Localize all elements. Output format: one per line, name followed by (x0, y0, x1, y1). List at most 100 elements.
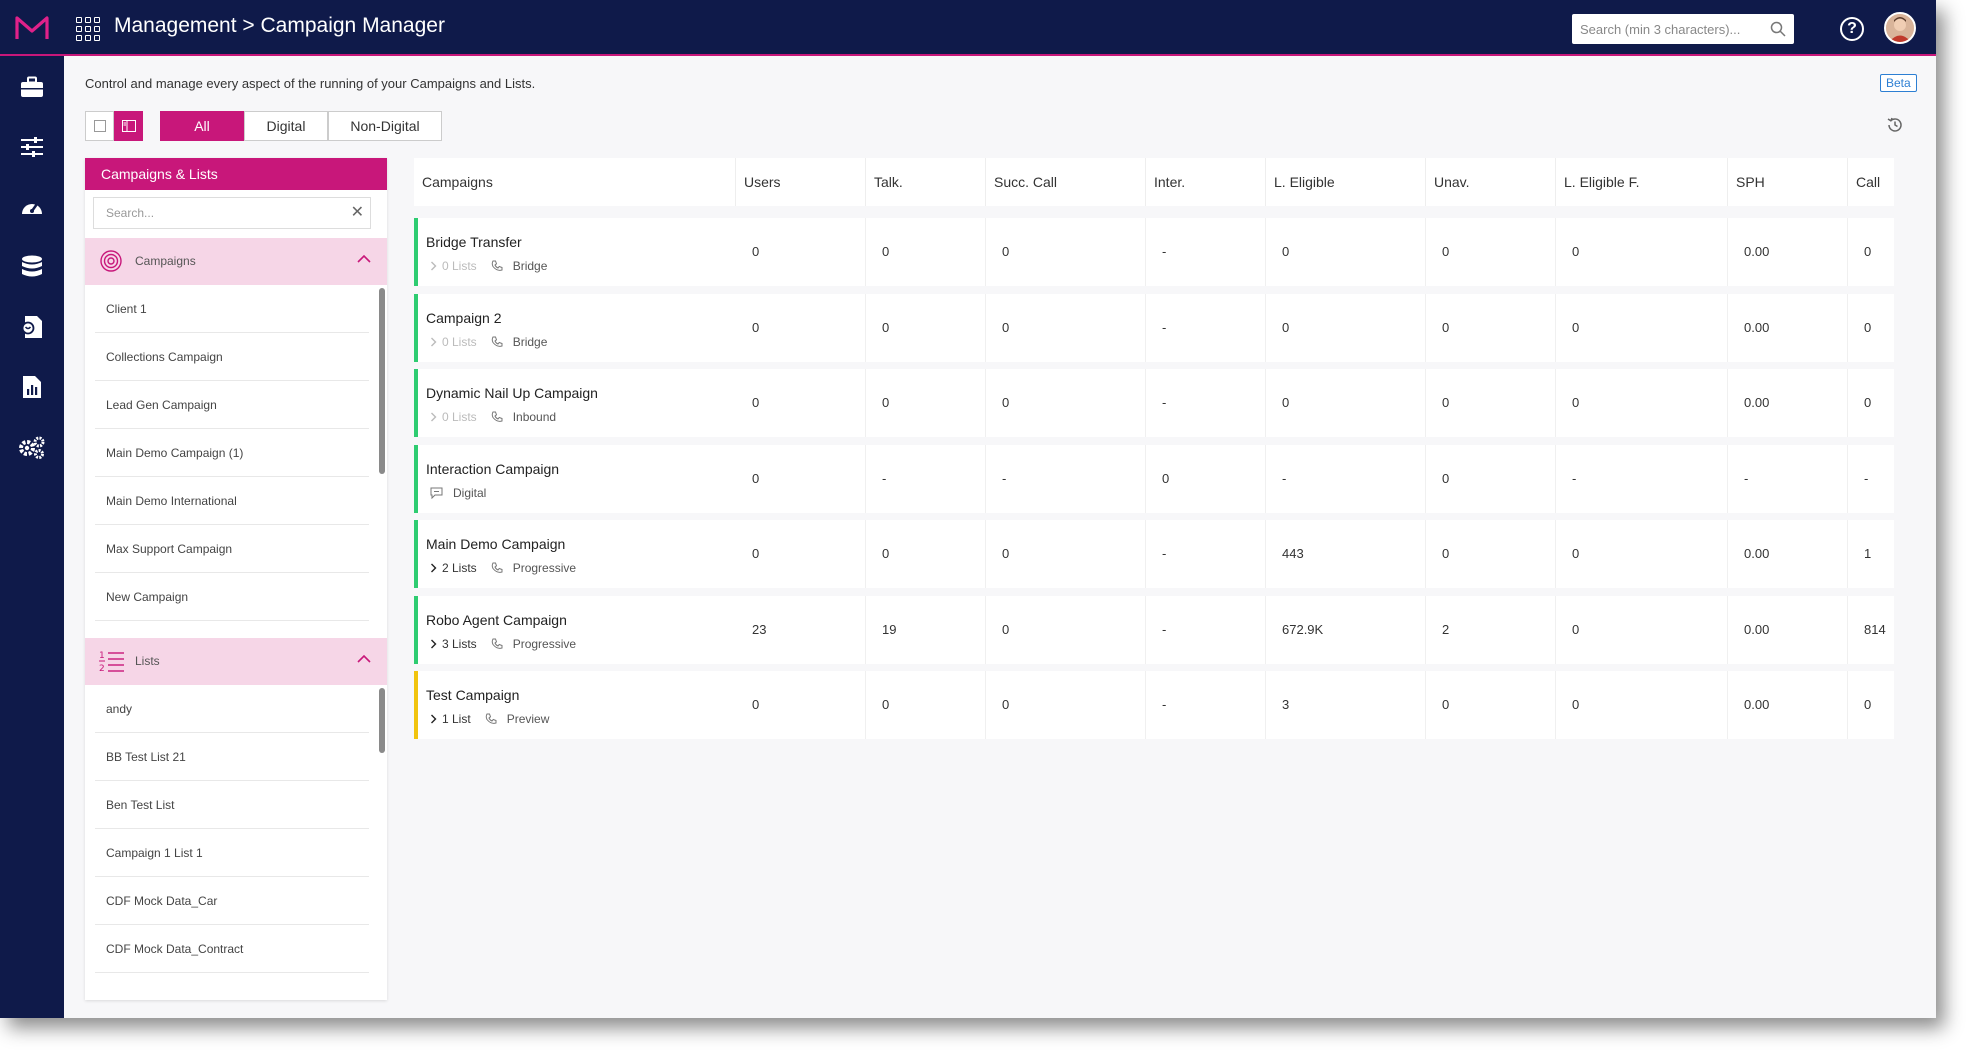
table-cell: - (1146, 218, 1266, 286)
contact-document-icon[interactable] (18, 313, 46, 341)
table-row[interactable]: Test Campaign 1 List Preview 0 0 0-3 0 0 0.00 0 (414, 671, 1894, 739)
expand-lists-toggle[interactable]: 0 Lists (430, 410, 477, 424)
table-cell: - (1146, 293, 1266, 362)
lists-scrollbar[interactable] (379, 688, 385, 753)
beta-badge: Beta (1880, 74, 1917, 92)
table-row[interactable]: Robo Agent Campaign 3 Lists Progressive 23 1… (414, 595, 1894, 664)
settings-gears-icon[interactable] (18, 433, 46, 461)
campaign-name[interactable]: Test Campaign (426, 687, 520, 703)
campaign-list-item[interactable]: Main Demo Campaign (1) (95, 429, 369, 477)
table-row[interactable]: Interaction Campaign Digital 0- -0-0- - - (414, 444, 1894, 513)
campaign-list-item[interactable]: Max Support Campaign (95, 525, 369, 573)
apps-grid-icon[interactable] (76, 17, 100, 41)
campaign-name[interactable]: Interaction Campaign (426, 460, 560, 477)
global-search[interactable] (1572, 14, 1794, 44)
briefcase-icon[interactable] (18, 73, 46, 101)
campaign-list-item[interactable]: Lead Gen Campaign (95, 381, 369, 429)
lists-section-header[interactable]: 1 2 Lists (85, 638, 387, 685)
table-cell: 0 (986, 671, 1146, 739)
expand-lists-toggle[interactable]: 1 List (430, 712, 471, 726)
campaign-list-item[interactable]: Client 1 (95, 285, 369, 333)
phone-icon (491, 260, 508, 272)
list-item[interactable]: CDF Mock Data_Car (95, 877, 369, 925)
avatar[interactable] (1884, 12, 1916, 44)
table-cell: 0 (1266, 218, 1426, 286)
expand-lists-toggle[interactable]: 3 Lists (430, 637, 477, 651)
campaign-meta: 1 List Preview (430, 712, 563, 726)
expand-lists-toggle[interactable]: 0 Lists (430, 335, 477, 349)
tab-non-digital[interactable]: Non-Digital (328, 111, 442, 141)
column-header[interactable]: Succ. Call (986, 158, 1146, 206)
column-header[interactable]: SPH (1728, 158, 1848, 206)
campaigns-section-label: Campaigns (135, 254, 196, 268)
list-item[interactable]: andy (95, 685, 369, 733)
panel-search-input[interactable] (94, 198, 334, 228)
list-item[interactable]: CDF Mock Data_Contract (95, 925, 369, 973)
campaign-name[interactable]: Robo Agent Campaign (426, 611, 567, 628)
main-content: Control and manage every aspect of the r… (64, 58, 1936, 1018)
campaign-meta: 3 Lists Progressive (430, 637, 590, 651)
table-cell: 0 (736, 218, 866, 286)
column-header[interactable]: L. Eligible (1266, 158, 1426, 206)
expand-lists-toggle[interactable]: 0 Lists (430, 259, 477, 273)
column-header[interactable]: Talk. (866, 158, 986, 206)
clear-search-icon[interactable]: ✕ (350, 204, 364, 221)
table-cell: - (1146, 671, 1266, 739)
table-row[interactable]: Bridge Transfer 0 Lists Bridge 0 0 0-0 0 0 0.00 0 (414, 218, 1894, 286)
campaign-list-item[interactable]: Main Demo International (95, 477, 369, 525)
tab-all[interactable]: All (160, 111, 244, 141)
campaign-list-item[interactable]: Collections Campaign (95, 333, 369, 381)
global-search-input[interactable] (1572, 14, 1762, 44)
column-header[interactable]: Unav. (1426, 158, 1556, 206)
tab-digital[interactable]: Digital (244, 111, 328, 141)
database-icon[interactable] (18, 253, 46, 281)
table-row[interactable]: Main Demo Campaign 2 Lists Progressive 0 0 0-… (414, 520, 1894, 588)
history-icon[interactable] (1886, 116, 1904, 134)
table-row[interactable]: Dynamic Nail Up Campaign 0 Lists Inbound 0 0… (414, 369, 1894, 437)
page-title: Management > Campaign Manager (114, 14, 445, 37)
column-header[interactable]: Inter. (1146, 158, 1266, 206)
campaign-type-label: Bridge (512, 259, 548, 273)
column-header[interactable]: Campaigns (414, 158, 736, 206)
chevron-right-icon (431, 261, 437, 271)
expand-lists-toggle[interactable]: 2 Lists (430, 561, 477, 575)
table-cell: 0 (736, 444, 866, 513)
list-item[interactable]: BB Test List 21 (95, 733, 369, 781)
chevron-up-icon[interactable] (357, 654, 371, 663)
lists-list: andy BB Test List 21 Ben Test List Campa… (85, 685, 387, 995)
table-cell: 0 (1556, 520, 1728, 588)
chevron-up-icon[interactable] (357, 254, 371, 263)
view-toggle-split[interactable] (114, 111, 143, 141)
view-toggle-single[interactable] (85, 111, 114, 141)
campaigns-scrollbar[interactable] (379, 288, 385, 474)
campaign-name[interactable]: Bridge Transfer (426, 234, 522, 250)
table-cell: 23 (736, 595, 866, 664)
help-icon[interactable]: ? (1840, 17, 1864, 41)
list-item[interactable]: Campaign 1 List 1 (95, 829, 369, 877)
list-count: 3 Lists (442, 636, 477, 651)
sliders-icon[interactable] (18, 133, 46, 161)
campaign-name[interactable]: Dynamic Nail Up Campaign (426, 385, 598, 401)
column-header[interactable]: L. Eligible F. (1556, 158, 1728, 206)
phone-icon (491, 562, 508, 574)
column-header[interactable]: Users (736, 158, 866, 206)
search-icon[interactable] (1770, 21, 1786, 37)
campaign-name[interactable]: Main Demo Campaign (426, 536, 566, 552)
campaign-type-label: Bridge (512, 334, 548, 349)
campaigns-table: Campaigns Users Talk. Succ. Call Inter. … (414, 158, 1894, 758)
table-cell: 0 (1556, 293, 1728, 362)
table-cell: - (1556, 444, 1728, 513)
campaign-list-item[interactable]: New Campaign (95, 573, 369, 621)
table-cell: 3 (1266, 671, 1426, 739)
report-chart-icon[interactable] (18, 373, 46, 401)
table-cell: 0.00 (1728, 595, 1848, 664)
campaign-type: Bridge (491, 259, 548, 273)
column-header[interactable]: Call (1848, 158, 1894, 206)
brand-logo-icon[interactable] (14, 13, 50, 43)
dashboard-gauge-icon[interactable] (18, 193, 46, 221)
campaign-name[interactable]: Campaign 2 (426, 309, 502, 326)
campaigns-section-header[interactable]: Campaigns (85, 238, 387, 285)
list-item[interactable]: Ben Test List (95, 781, 369, 829)
table-cell: 1 (1848, 520, 1894, 588)
